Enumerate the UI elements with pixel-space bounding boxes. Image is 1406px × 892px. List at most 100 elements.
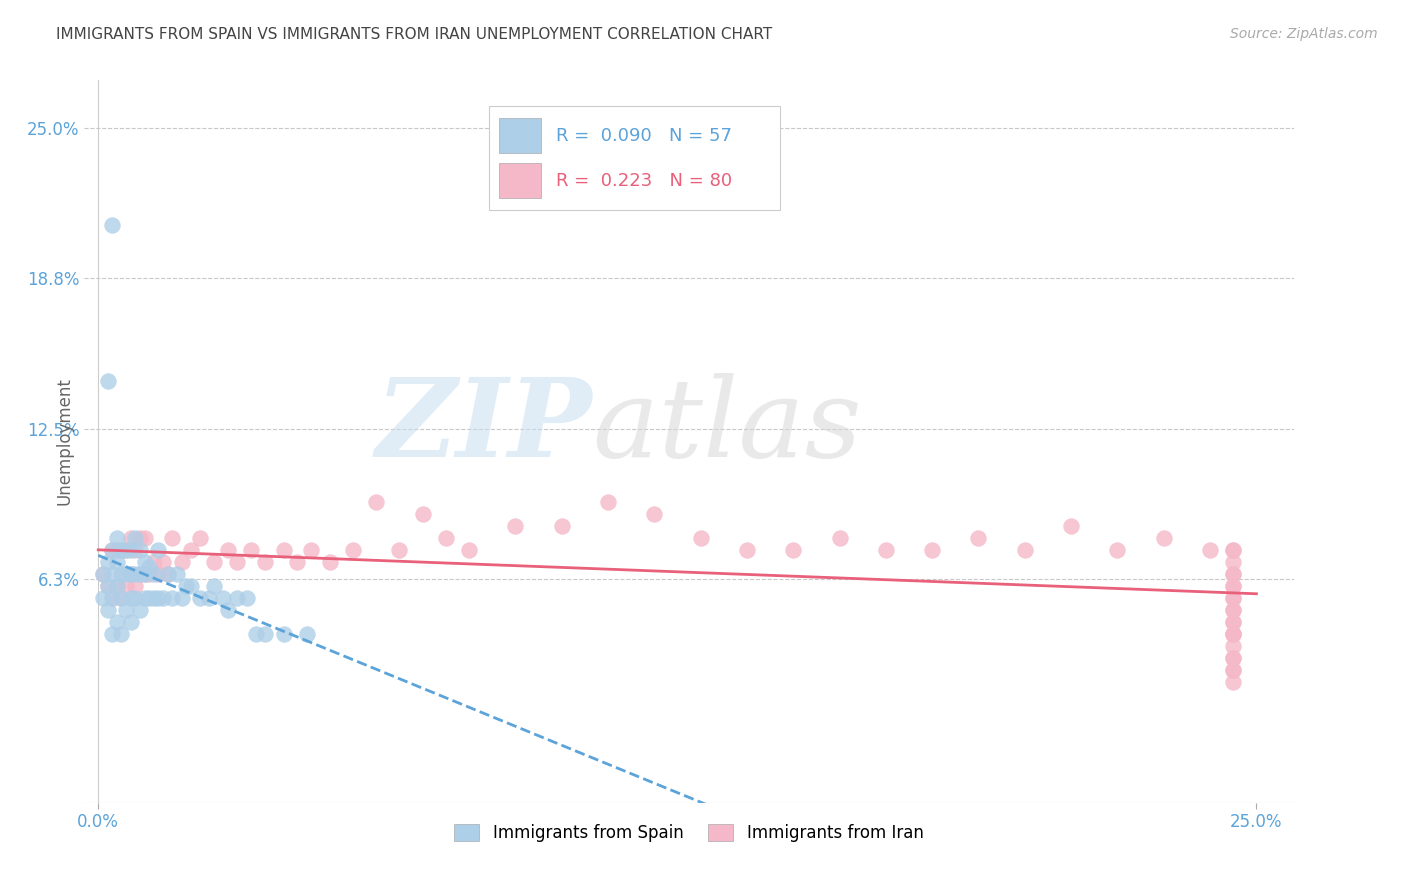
- Point: [120, 591, 142, 606]
- Point: [148, 591, 170, 606]
- Point: [129, 531, 152, 545]
- Point: [202, 579, 225, 593]
- Point: [212, 591, 235, 606]
- Point: [120, 567, 142, 582]
- Point: [138, 591, 160, 606]
- Point: [134, 555, 156, 569]
- Point: [596, 494, 619, 508]
- Point: [180, 579, 202, 593]
- Point: [388, 542, 411, 557]
- Point: [124, 531, 146, 545]
- Point: [1199, 542, 1222, 557]
- Point: [124, 567, 146, 582]
- Point: [202, 555, 225, 569]
- Point: [134, 567, 156, 582]
- Point: [110, 542, 132, 557]
- Point: [1222, 591, 1244, 606]
- Point: [96, 579, 118, 593]
- Point: [142, 567, 165, 582]
- Point: [101, 542, 124, 557]
- Point: [921, 542, 943, 557]
- Point: [188, 591, 211, 606]
- Point: [1060, 518, 1083, 533]
- Point: [105, 579, 128, 593]
- Point: [198, 591, 221, 606]
- Point: [156, 567, 179, 582]
- Point: [1222, 579, 1244, 593]
- Point: [299, 542, 322, 557]
- Point: [875, 542, 897, 557]
- Point: [217, 542, 239, 557]
- Point: [412, 507, 434, 521]
- Point: [105, 579, 128, 593]
- Point: [1222, 627, 1244, 641]
- Text: Source: ZipAtlas.com: Source: ZipAtlas.com: [1230, 27, 1378, 41]
- Point: [1222, 591, 1244, 606]
- Point: [503, 518, 526, 533]
- Text: R =  0.223   N = 80: R = 0.223 N = 80: [555, 172, 733, 190]
- Point: [142, 591, 165, 606]
- Text: IMMIGRANTS FROM SPAIN VS IMMIGRANTS FROM IRAN UNEMPLOYMENT CORRELATION CHART: IMMIGRANTS FROM SPAIN VS IMMIGRANTS FROM…: [56, 27, 772, 42]
- Point: [1222, 579, 1244, 593]
- Point: [1222, 627, 1244, 641]
- Point: [124, 542, 146, 557]
- Point: [188, 531, 211, 545]
- Point: [96, 579, 118, 593]
- Point: [91, 567, 114, 582]
- Point: [129, 542, 152, 557]
- Point: [138, 567, 160, 582]
- Point: [1222, 603, 1244, 617]
- Point: [156, 567, 179, 582]
- Point: [110, 591, 132, 606]
- Point: [295, 627, 318, 641]
- Point: [254, 627, 277, 641]
- Point: [287, 555, 309, 569]
- FancyBboxPatch shape: [499, 118, 541, 153]
- Point: [235, 591, 257, 606]
- Point: [550, 518, 572, 533]
- Point: [457, 542, 479, 557]
- Point: [105, 531, 128, 545]
- Point: [1222, 567, 1244, 582]
- Point: [120, 542, 142, 557]
- Point: [91, 567, 114, 582]
- FancyBboxPatch shape: [499, 163, 541, 198]
- Point: [101, 218, 124, 232]
- Point: [366, 494, 388, 508]
- Point: [1222, 664, 1244, 678]
- Point: [148, 542, 170, 557]
- Point: [96, 375, 118, 389]
- Point: [124, 591, 146, 606]
- Point: [115, 567, 138, 582]
- Text: atlas: atlas: [592, 374, 862, 481]
- Point: [1222, 651, 1244, 665]
- Point: [226, 591, 249, 606]
- Point: [101, 591, 124, 606]
- Point: [174, 579, 197, 593]
- Point: [828, 531, 851, 545]
- Point: [735, 542, 758, 557]
- Point: [129, 567, 152, 582]
- Point: [129, 603, 152, 617]
- Point: [148, 567, 170, 582]
- Point: [96, 603, 118, 617]
- Point: [138, 559, 160, 574]
- Point: [134, 591, 156, 606]
- Point: [226, 555, 249, 569]
- Point: [166, 567, 188, 582]
- Point: [120, 567, 142, 582]
- Point: [152, 555, 174, 569]
- Point: [120, 531, 142, 545]
- Y-axis label: Unemployment: Unemployment: [55, 377, 73, 506]
- Point: [1222, 664, 1244, 678]
- Point: [217, 603, 239, 617]
- Point: [319, 555, 342, 569]
- Point: [1222, 675, 1244, 690]
- Point: [240, 542, 263, 557]
- Point: [170, 591, 193, 606]
- Point: [782, 542, 804, 557]
- Point: [1222, 627, 1244, 641]
- Point: [110, 627, 132, 641]
- Point: [1222, 542, 1244, 557]
- Point: [1222, 567, 1244, 582]
